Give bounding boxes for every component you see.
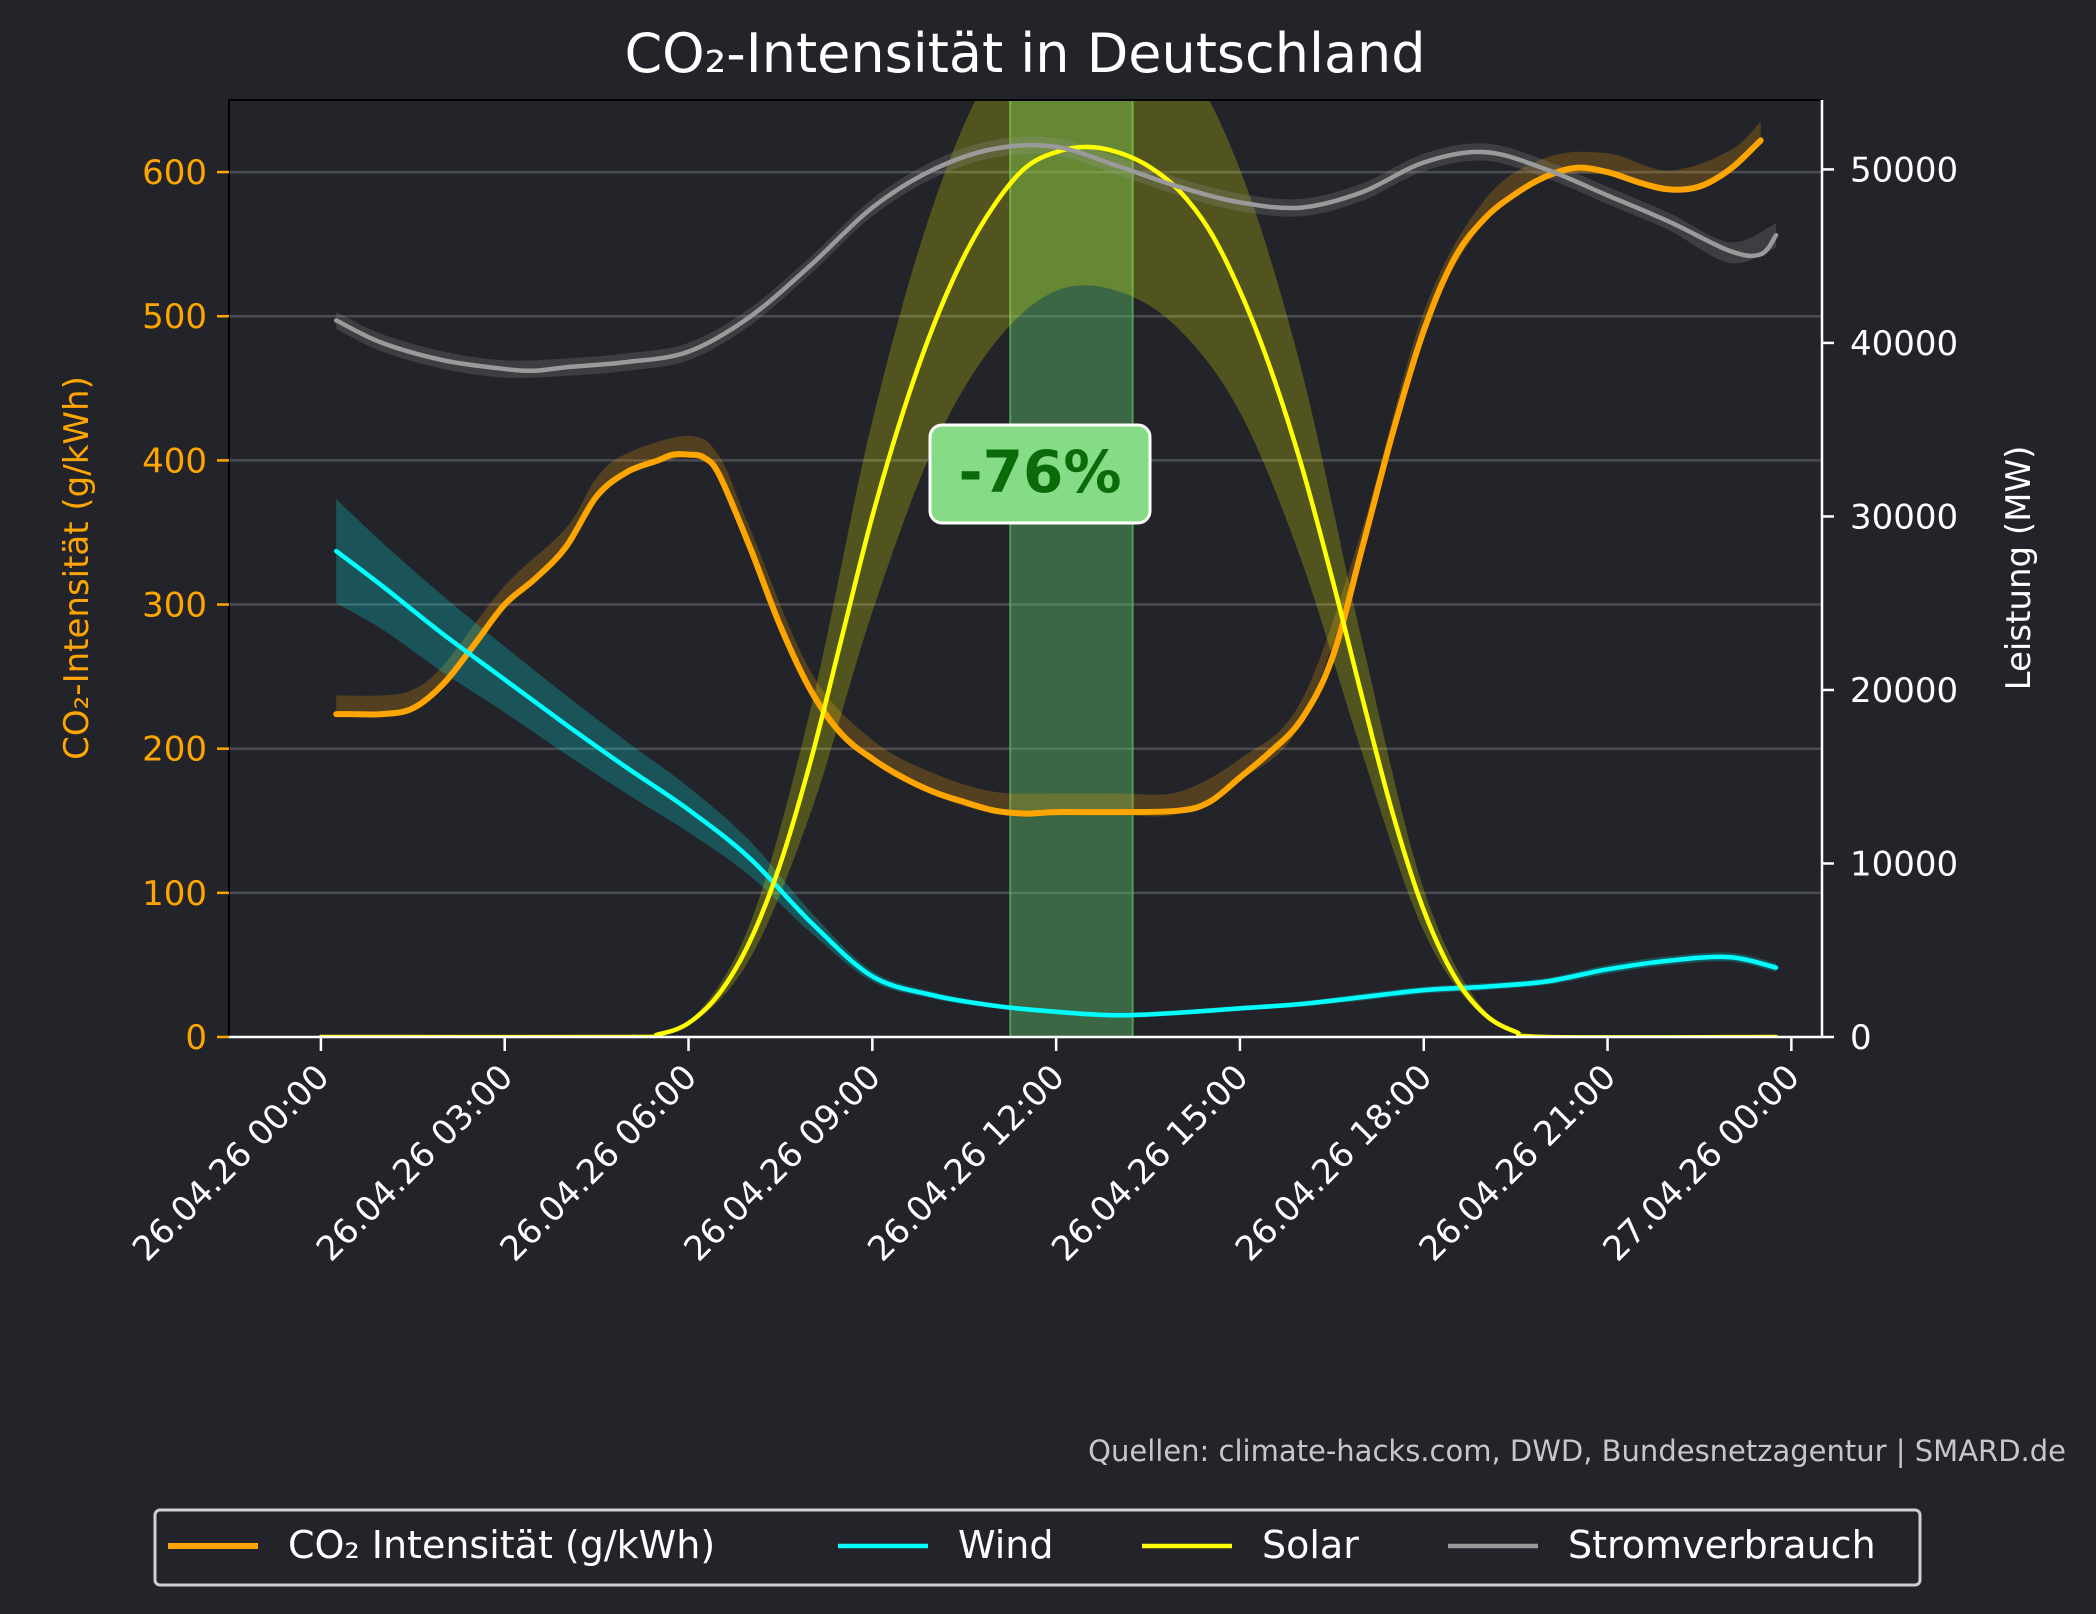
- series-lines: [318, 137, 1779, 1037]
- left-tick-label: 300: [142, 586, 207, 626]
- legend-label: Solar: [1262, 1523, 1359, 1567]
- band-co-intensit-t-g-kwh-: [336, 121, 1761, 817]
- left-tick-label: 500: [142, 297, 207, 337]
- series-line: [333, 137, 1764, 817]
- x-tick-label: 26.04.26 03:00: [309, 1057, 521, 1269]
- right-tick-label: 20000: [1850, 671, 1958, 711]
- y-axis-label-left: CO₂-Intensität (g/kWh): [57, 376, 97, 760]
- left-tick-label: 600: [142, 153, 207, 193]
- right-tick-label: 30000: [1850, 497, 1958, 537]
- left-tick-label: 100: [142, 874, 207, 914]
- series-line: [333, 142, 1779, 374]
- reduction-annotation: -76%: [928, 423, 1152, 525]
- x-tick-label: 26.04.26 15:00: [1044, 1057, 1256, 1269]
- legend-label: Stromverbrauch: [1568, 1523, 1876, 1567]
- right-tick-label: 0: [1850, 1018, 1872, 1058]
- legend-label: CO₂ Intensität (g/kWh): [288, 1523, 715, 1567]
- left-tick-label: 0: [185, 1018, 207, 1058]
- left-tick-label: 400: [142, 441, 207, 481]
- right-tick-label: 50000: [1850, 150, 1958, 190]
- x-tick-label: 26.04.26 06:00: [493, 1057, 705, 1269]
- x-tick-label: 26.04.26 12:00: [860, 1057, 1072, 1269]
- grid-lines: [229, 170, 1822, 895]
- y-axis-label-right: Leistung (MW): [1999, 446, 2039, 691]
- legend-label: Wind: [958, 1523, 1054, 1567]
- legend-frame: [153, 1508, 1922, 1587]
- source-credit: Quellen: climate-hacks.com, DWD, Bundesn…: [1088, 1434, 2066, 1468]
- x-tick-label: 27.04.26 00:00: [1595, 1057, 1807, 1269]
- chart-title: CO₂-Intensität in Deutschland: [624, 22, 1425, 85]
- annotation-label: -76%: [959, 438, 1122, 506]
- right-tick-label: 10000: [1850, 844, 1958, 884]
- left-tick-label: 200: [142, 730, 207, 770]
- right-tick-label: 40000: [1850, 324, 1958, 364]
- legend: CO₂ Intensität (g/kWh) Wind Solar Stromverb…: [153, 1508, 1922, 1587]
- x-tick-label: 26.04.26 18:00: [1228, 1057, 1440, 1269]
- x-tick-label: 26.04.26 21:00: [1412, 1057, 1624, 1269]
- series-line: [333, 548, 1779, 1018]
- x-tick-label: 26.04.26 09:00: [676, 1057, 888, 1269]
- series-line: [318, 144, 1779, 1037]
- annotation-box: [928, 423, 1152, 525]
- x-tick-label: 26.04.26 00:00: [125, 1057, 337, 1269]
